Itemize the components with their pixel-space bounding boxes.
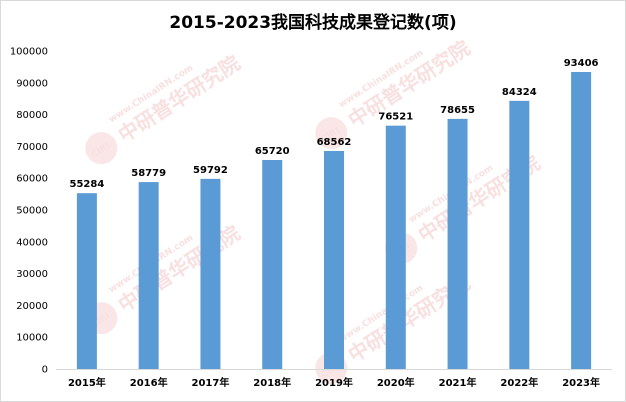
bar bbox=[324, 150, 344, 369]
y-tick-label: 70000 bbox=[16, 142, 48, 153]
y-tick-label: 20000 bbox=[16, 301, 48, 312]
bar bbox=[571, 71, 592, 369]
y-tick-label: 60000 bbox=[16, 174, 48, 185]
bar bbox=[447, 118, 468, 369]
data-label: 58779 bbox=[131, 168, 166, 179]
chart-title: 2015-2023我国科技成果登记数(项) bbox=[169, 13, 457, 33]
x-tick-label: 2015年 bbox=[68, 376, 106, 389]
data-label: 76521 bbox=[378, 112, 413, 123]
x-tick-label: 2017年 bbox=[192, 376, 230, 389]
bar bbox=[76, 193, 97, 369]
bar bbox=[509, 100, 530, 370]
data-label: 59792 bbox=[193, 165, 228, 176]
data-label: 65720 bbox=[255, 146, 290, 157]
x-axis: 2015年 2016年 2017年 2018年 2019年 2020年 2021年 2022年… bbox=[56, 369, 612, 389]
bar bbox=[262, 160, 283, 369]
y-tick-label: 30000 bbox=[16, 269, 48, 280]
x-tick-label: 2020年 bbox=[377, 376, 415, 389]
bar bbox=[385, 125, 406, 369]
y-axis: 0 10000 20000 30000 40000 50000 60000 70000 8000… bbox=[10, 47, 48, 376]
y-tick-label: 90000 bbox=[16, 78, 48, 89]
data-label: 68562 bbox=[317, 137, 352, 148]
data-label: 93406 bbox=[564, 58, 599, 69]
bar bbox=[138, 182, 159, 369]
y-tick-label: 100000 bbox=[10, 47, 48, 58]
data-labels: 55284 58779 59792 65720 68562 76521 78655 84324… bbox=[69, 58, 598, 190]
y-tick-label: 40000 bbox=[16, 237, 48, 248]
x-tick-label: 2018年 bbox=[253, 376, 291, 389]
y-tick-label: 80000 bbox=[16, 110, 48, 121]
x-tick-label: 2016年 bbox=[130, 376, 168, 389]
x-tick-label: 2021年 bbox=[439, 376, 477, 389]
data-label: 78655 bbox=[440, 105, 475, 116]
bars bbox=[76, 71, 592, 370]
x-tick-label: 2023年 bbox=[562, 376, 600, 389]
x-tick-label: 2022年 bbox=[500, 376, 538, 389]
y-tick-label: 0 bbox=[42, 365, 48, 376]
y-tick-label: 50000 bbox=[16, 206, 48, 217]
y-tick-label: 10000 bbox=[16, 333, 48, 344]
x-tick-label: 2019年 bbox=[315, 376, 353, 389]
data-label: 55284 bbox=[69, 179, 104, 190]
data-label: 84324 bbox=[502, 87, 537, 98]
bar bbox=[200, 178, 221, 369]
